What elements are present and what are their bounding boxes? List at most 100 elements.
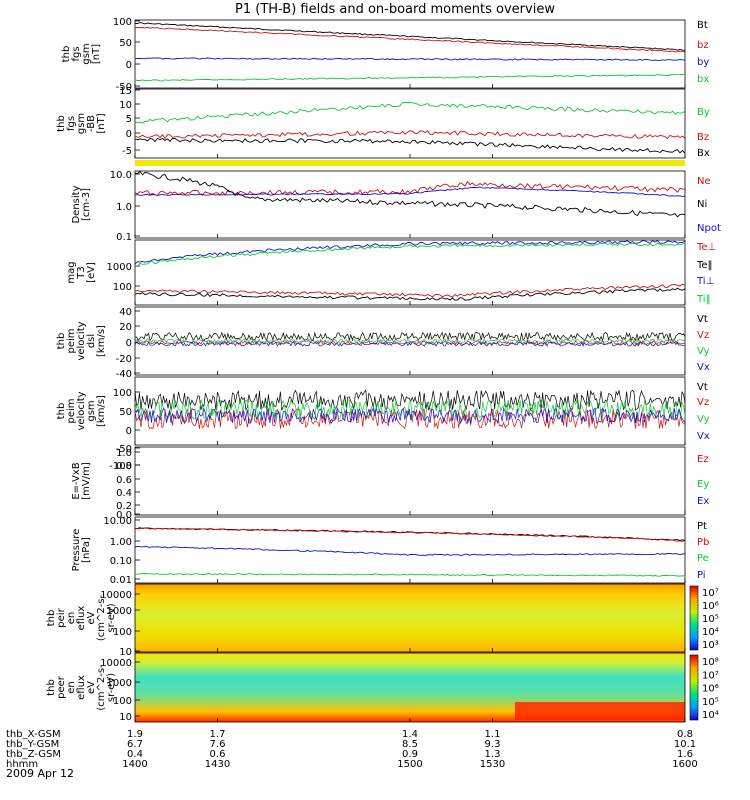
x-tick-label: 0.8: [677, 729, 693, 740]
y-tick-label: 15: [119, 86, 132, 97]
y-axis-label: [nT]: [91, 44, 102, 64]
series-line-Ti⊥: [134, 240, 686, 265]
legend-Vy: Vy: [697, 414, 710, 425]
colorbar-tick-label: 10⁴: [702, 627, 719, 638]
series-line-Vt: [134, 331, 686, 342]
legend-Ti‖: Ti‖: [696, 294, 711, 305]
x-tick-label: 1430: [205, 759, 230, 770]
legend-Bz: Bz: [697, 132, 709, 143]
date-label: 2009 Apr 12: [6, 767, 74, 780]
panel-fgs_dsl: 15 10 5 0 -5 thb fgs gsm -BB [nT] By Bz Bx: [56, 86, 710, 159]
y-axis-label: (cm^2-s-: [96, 664, 107, 711]
y-axis-label: thb: [56, 333, 67, 350]
series-line-Te‖: [134, 287, 686, 301]
y-axis-label: (cm^2-s-: [96, 594, 107, 641]
legend-Ex: Ex: [697, 496, 709, 507]
x-tick-label: 0.6: [210, 749, 226, 760]
spectrogram-band: [515, 702, 685, 720]
x-tick-label: 0.9: [402, 749, 418, 760]
x-tick-label: 8.5: [402, 739, 418, 750]
colorbar-tick-label: 10⁸: [702, 657, 719, 668]
y-axis-label: sr-eV): [106, 603, 117, 632]
panel-electron_spectrogram: 10⁸ 10⁷ 10⁶ 10⁵ 10⁴ 10000 1000 100 10 thb peer en ef…: [46, 652, 719, 723]
panel-frame: [134, 239, 686, 306]
y-axis-label: eV: [86, 611, 97, 624]
y-tick-label: 0.01: [110, 575, 132, 586]
y-axis-label: peim: [66, 398, 77, 423]
y-axis-label: eflux: [76, 675, 87, 700]
y-tick-label: 100: [113, 388, 132, 399]
series-line-Pb: [134, 527, 686, 542]
series-line-Bx: [134, 137, 686, 154]
y-tick-label: 1.0: [116, 448, 132, 459]
colorbar-tick-label: 10⁵: [702, 697, 719, 708]
x-tick-label: 1.1: [485, 729, 501, 740]
series-line-Te⊥: [134, 283, 686, 298]
y-tick-label: 40: [119, 307, 132, 318]
legend-bx: bx: [697, 74, 709, 85]
y-tick-label: 10000: [100, 658, 132, 669]
panel-frame: [134, 88, 686, 159]
panel-ion_spectrogram: 10⁷ 10⁶ 10⁵ 10⁴ 10³ 10000 1000 100 10 thb peir en ef…: [46, 583, 719, 658]
y-tick-label: 0: [126, 60, 132, 71]
x-tick-label: 1.6: [677, 749, 693, 760]
series-line-Ne: [134, 180, 686, 196]
y-tick-label: 1.0: [116, 202, 132, 213]
y-axis-label: thb: [61, 46, 72, 63]
x-tick-label: 1.3: [485, 749, 501, 760]
legend-bz: bz: [697, 40, 709, 51]
series-line-Pe: [134, 573, 686, 577]
x-axis-row-label: thb_Y-GSM: [6, 739, 59, 750]
y-axis-label: Pressure: [71, 529, 82, 572]
y-axis-label: [nPa]: [81, 537, 92, 563]
colorbar: [689, 585, 699, 651]
y-axis-label: gsm: [81, 43, 92, 64]
legend-Pi: Pi: [697, 570, 706, 581]
y-tick-label: -20: [116, 354, 132, 365]
y-axis-label: dsl: [86, 334, 97, 348]
y-axis-label: velocity: [76, 321, 87, 360]
legend-Bt: Bt: [697, 20, 708, 31]
y-tick-label: 100: [113, 282, 132, 293]
legend-Bx: Bx: [697, 148, 710, 159]
y-axis-label: gsm: [86, 400, 97, 421]
colorbar-tick-label: 10⁴: [702, 710, 719, 721]
legend-Ni: Ni: [697, 199, 707, 210]
x-tick-label: 9.3: [485, 739, 501, 750]
y-tick-label: -40: [116, 369, 132, 380]
y-tick-label: -5: [122, 146, 132, 157]
y-tick-label: 10.0: [110, 170, 132, 181]
quality-flag-bar: [135, 160, 685, 166]
panel-fgs_gsm: 100 50 0 -50 thb fgs gsm [nT] Bt bz by bx: [61, 17, 709, 93]
panel-frame: [134, 516, 686, 584]
y-axis-label: gsm: [76, 113, 87, 134]
spectrogram-image: [135, 584, 685, 652]
figure-title: P1 (TH-B) fields and on-board moments ov…: [235, 2, 555, 17]
legend-Vt: Vt: [697, 382, 708, 393]
panel-frame: [134, 170, 686, 239]
y-axis-label: fgs: [66, 116, 77, 131]
y-tick-label: 0: [126, 129, 132, 140]
legend-Npot: Npot: [697, 223, 721, 234]
y-axis-label: fgs: [71, 46, 82, 61]
panel-efield: 1.0 0.8 0.6 0.4 0.20.0 E=-VxB [mV/m] Ez Ey Ex: [71, 446, 709, 521]
legend-Vy: Vy: [697, 346, 710, 357]
y-axis-label: mag: [66, 261, 77, 283]
y-tick-label: -50: [116, 82, 132, 93]
y-tick-label: 0.0: [116, 510, 132, 521]
y-tick-label: 50: [119, 38, 132, 49]
y-axis-label: eflux: [76, 606, 87, 631]
x-tick-label: 1600: [672, 759, 697, 770]
panel-velocity_gsm: 100 50 0 -50 -100 thb peim velocity gsm [km/s] Vt V…: [56, 376, 710, 472]
colorbar-tick-label: 10⁵: [702, 614, 719, 625]
legend-Pe: Pe: [697, 553, 709, 564]
y-tick-label: 0: [126, 426, 132, 437]
y-axis-label: peir: [56, 607, 67, 627]
y-axis-label: [nT]: [96, 113, 107, 133]
y-tick-label: 100: [113, 17, 132, 28]
series-line-Vt: [134, 389, 686, 411]
colorbar-tick-label: 10⁷: [702, 670, 719, 681]
y-axis-label: peim: [66, 328, 77, 353]
panel-pressure: 10.00 1.00 0.10 0.01 Pressure [nPa] Pt Pb Pe Pi: [71, 516, 709, 586]
y-tick-label: 100: [113, 696, 132, 707]
